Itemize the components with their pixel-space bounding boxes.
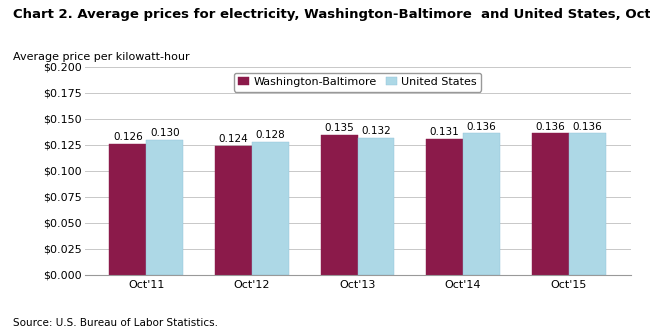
Text: 0.124: 0.124 <box>218 134 248 144</box>
Text: 0.126: 0.126 <box>113 132 142 142</box>
Bar <box>252 142 289 275</box>
Text: 0.132: 0.132 <box>361 126 391 136</box>
Text: Source: U.S. Bureau of Labor Statistics.: Source: U.S. Bureau of Labor Statistics. <box>13 318 218 328</box>
Text: 0.136: 0.136 <box>467 122 497 132</box>
Text: 0.131: 0.131 <box>430 127 460 137</box>
Text: Average price per kilowatt-hour: Average price per kilowatt-hour <box>13 52 190 62</box>
Bar <box>358 138 395 275</box>
Bar <box>569 133 606 275</box>
Bar <box>532 133 569 275</box>
Text: Chart 2. Average prices for electricity, Washington-Baltimore  and United States: Chart 2. Average prices for electricity,… <box>13 8 650 21</box>
Bar <box>215 146 252 275</box>
Legend: Washington-Baltimore, United States: Washington-Baltimore, United States <box>233 73 482 91</box>
Text: 0.135: 0.135 <box>324 123 354 133</box>
Text: 0.136: 0.136 <box>536 122 565 132</box>
Bar <box>146 140 183 275</box>
Text: 0.130: 0.130 <box>150 128 179 138</box>
Text: 0.136: 0.136 <box>573 122 602 132</box>
Bar <box>463 133 500 275</box>
Bar <box>426 139 463 275</box>
Bar <box>109 144 146 275</box>
Bar <box>320 134 358 275</box>
Text: 0.128: 0.128 <box>255 130 285 140</box>
